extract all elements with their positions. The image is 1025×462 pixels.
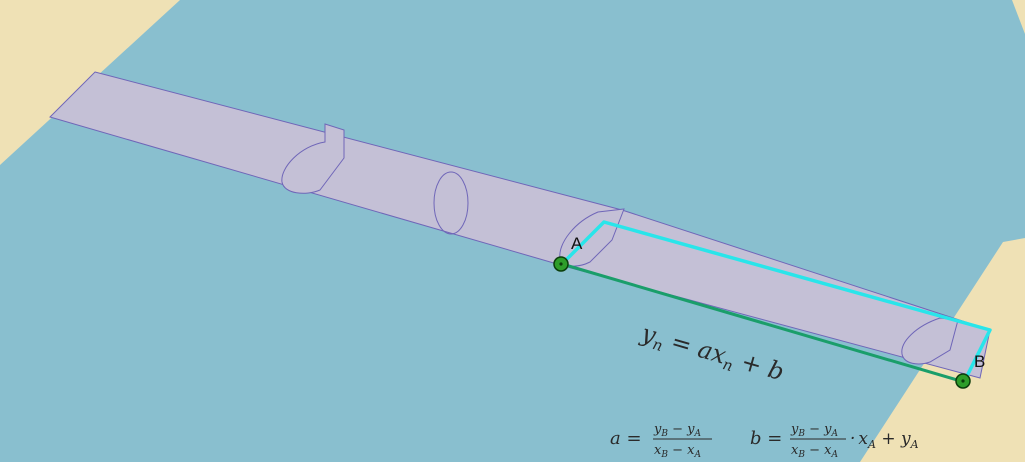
pipeline-collar-left xyxy=(281,123,345,194)
formula-b-numerator: yB − yA xyxy=(790,422,839,439)
formula-a-lhs: a = xyxy=(610,428,642,449)
point-a[interactable] xyxy=(553,256,569,272)
point-b[interactable] xyxy=(955,373,971,389)
shore-top-right xyxy=(1012,0,1025,34)
formula-a-numerator: yB − yA xyxy=(653,422,702,439)
formula-a-denominator: xB − xA xyxy=(654,443,701,460)
point-a-center-dot xyxy=(559,262,563,266)
cyan-route-path xyxy=(560,220,992,383)
pipeline-collar-b xyxy=(901,317,959,365)
formula-b-denominator: xB − xA xyxy=(791,443,838,460)
formula-a: a = yB − yA xB − xA xyxy=(610,422,712,460)
line-ab xyxy=(561,262,965,384)
point-a-label: A xyxy=(571,234,583,253)
formula-b-tail: · xA + yA xyxy=(850,429,919,451)
pipeline-ring xyxy=(433,171,469,235)
point-b-label: B xyxy=(974,352,985,371)
formula-b: b = yB − yA xB − xA · xA + yA xyxy=(750,422,919,460)
point-b-center-dot xyxy=(961,379,965,383)
formula-b-lhs: b = xyxy=(750,428,782,449)
